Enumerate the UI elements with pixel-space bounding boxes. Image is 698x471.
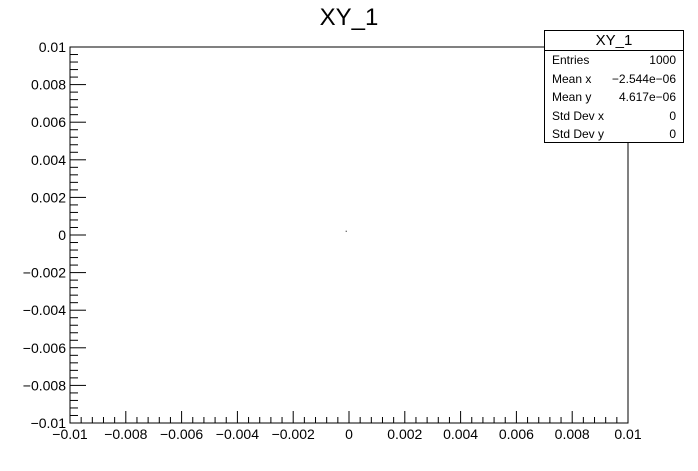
stats-row-std-dev-y: Std Dev y 0 xyxy=(545,125,683,144)
x-tick-label: 0.002 xyxy=(387,426,422,442)
stats-box-title: XY_1 xyxy=(545,31,683,51)
y-tick-label: 0.002 xyxy=(31,189,66,205)
stats-label: Entries xyxy=(552,53,590,67)
x-tick-label: 0.004 xyxy=(443,426,478,442)
y-tick-label: −0.004 xyxy=(23,302,66,318)
data-point xyxy=(345,230,347,232)
x-tick-label: 0.006 xyxy=(499,426,534,442)
x-tick-label: −0.004 xyxy=(216,426,259,442)
stats-value: 4.617e−06 xyxy=(618,90,676,104)
x-tick-label: 0 xyxy=(345,426,353,442)
x-tick-label: −0.002 xyxy=(272,426,315,442)
x-tick-label: −0.01 xyxy=(52,426,88,442)
x-tick-label: −0.006 xyxy=(160,426,203,442)
y-tick-label: 0.006 xyxy=(31,114,66,130)
stats-label: Std Dev x xyxy=(552,108,605,123)
x-tick-label: −0.008 xyxy=(104,426,147,442)
y-tick-label: 0.004 xyxy=(31,152,66,168)
stats-box: XY_1 Entries 1000 Mean x −2.544e−06 Mean… xyxy=(544,30,684,143)
y-tick-label: 0.008 xyxy=(31,77,66,93)
y-tick-label: −0.008 xyxy=(23,377,66,393)
stats-row-entries: Entries 1000 xyxy=(545,51,683,70)
stats-row-mean-x: Mean x −2.544e−06 xyxy=(545,70,683,89)
x-tick-label: 0.01 xyxy=(614,426,641,442)
chart-title: XY_1 xyxy=(319,4,379,31)
stats-row-mean-y: Mean y 4.617e−06 xyxy=(545,88,683,107)
stats-label: Std Dev y xyxy=(552,127,605,141)
y-tick-label: −0.002 xyxy=(23,265,66,281)
stats-value: 0 xyxy=(669,108,676,123)
y-tick-label: −0.01 xyxy=(31,415,67,431)
stats-label: Mean y xyxy=(552,90,592,104)
stats-value: −2.544e−06 xyxy=(611,71,676,86)
y-tick-label: −0.006 xyxy=(23,340,66,356)
y-tick-label: 0 xyxy=(58,227,66,243)
stats-row-std-dev-x: Std Dev x 0 xyxy=(545,107,683,126)
y-tick-label: 0.01 xyxy=(39,39,66,55)
stats-value: 0 xyxy=(669,127,676,141)
stats-label: Mean x xyxy=(552,71,592,86)
stats-value: 1000 xyxy=(649,53,676,67)
x-tick-label: 0.008 xyxy=(555,426,590,442)
